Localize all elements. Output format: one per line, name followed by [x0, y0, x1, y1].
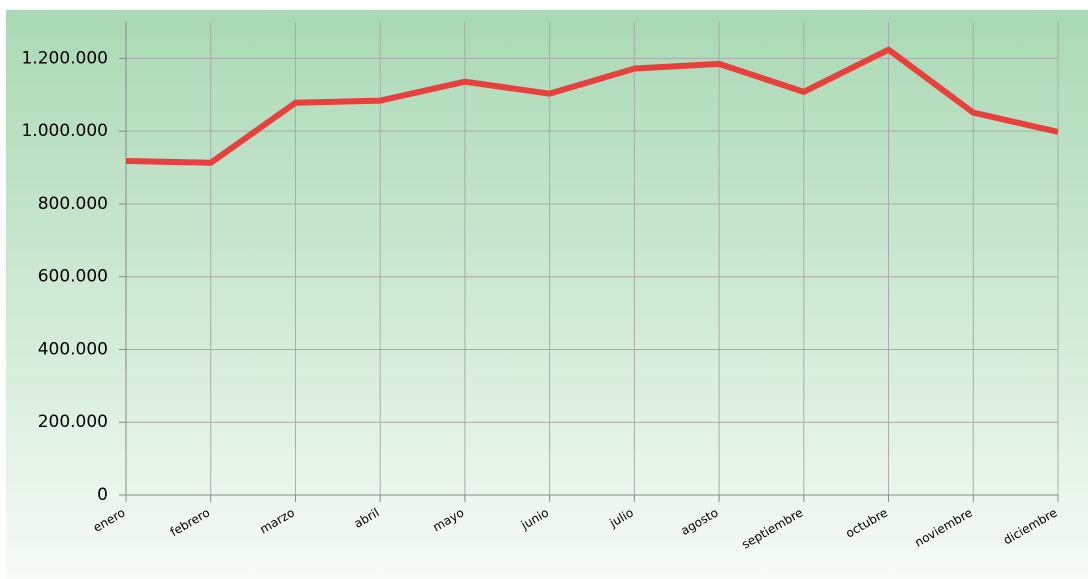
chart-background — [6, 10, 1088, 579]
y-tick-label: 800.000 — [38, 194, 108, 214]
y-tick-label: 600.000 — [38, 267, 108, 287]
y-tick-label: 1.200.000 — [21, 48, 108, 68]
y-tick-label: 0 — [97, 485, 108, 505]
y-tick-label: 200.000 — [38, 412, 108, 432]
y-tick-label: 1.000.000 — [21, 121, 108, 141]
line-series — [125, 46, 1059, 166]
y-tick-label: 400.000 — [38, 339, 108, 359]
